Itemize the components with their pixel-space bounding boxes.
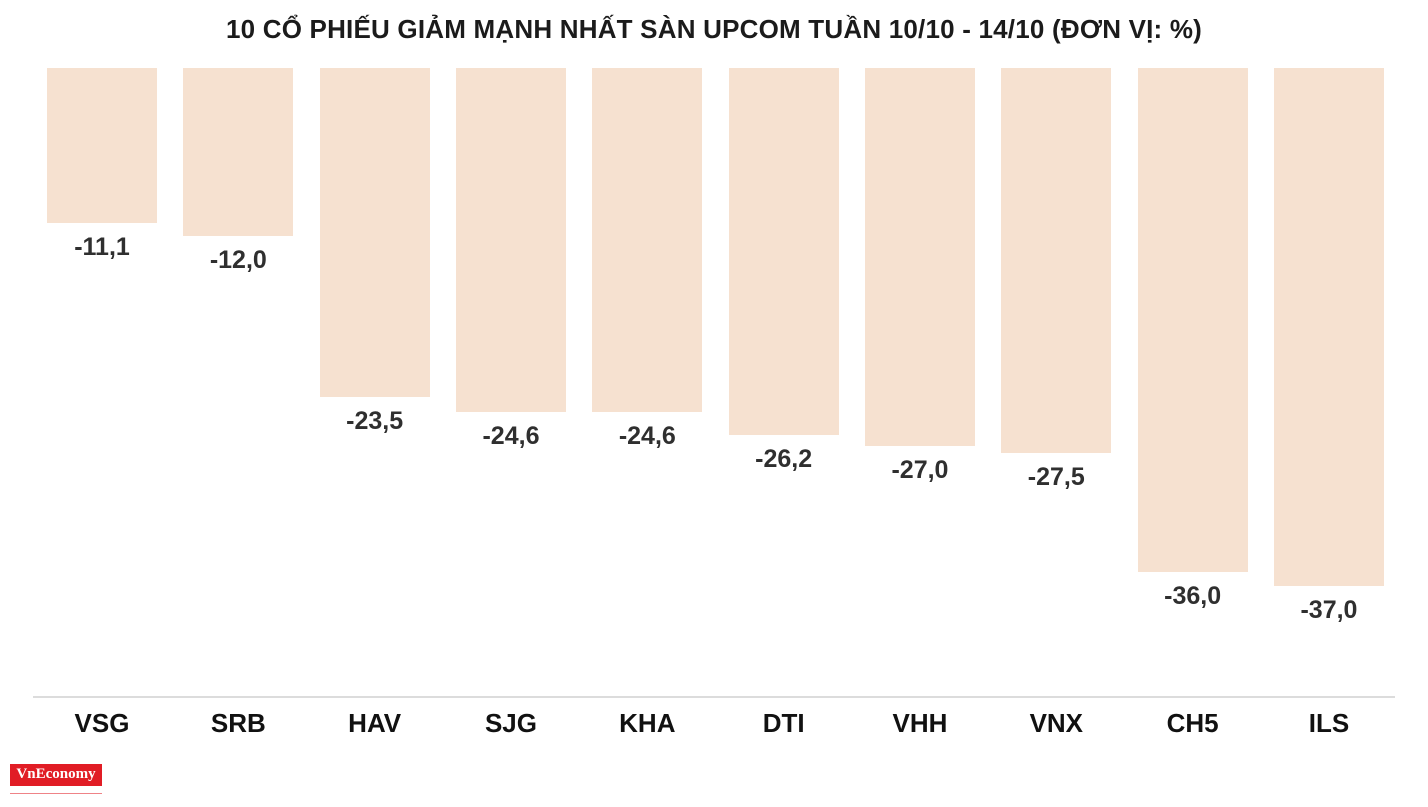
chart-title: 10 CỔ PHIẾU GIẢM MẠNH NHẤT SÀN UPCOM TUẦ… xyxy=(225,14,1203,44)
bar-vsg xyxy=(47,68,157,224)
x-axis-label-sjg: SJG xyxy=(484,708,537,738)
bar-value-label-srb: -12,0 xyxy=(209,246,267,274)
bar-value-label-ch5: -36,0 xyxy=(1164,582,1222,610)
bar-ils xyxy=(1273,68,1384,586)
bar-value-label-sjg: -24,6 xyxy=(482,422,540,451)
bar-srb xyxy=(183,68,294,236)
x-axis-label-ils: ILS xyxy=(1308,708,1350,738)
bar-value-label-ils: -37,0 xyxy=(1300,596,1358,624)
bar-value-label-vhh: -27,0 xyxy=(891,456,949,484)
bar-value-label-vsg: -11,1 xyxy=(74,233,130,262)
bar-value-label-vnx: -27,5 xyxy=(1027,463,1085,491)
x-axis-label-vsg: VSG xyxy=(74,708,130,738)
x-axis-label-srb: SRB xyxy=(210,708,266,738)
bar-kha xyxy=(592,68,703,413)
bar-vnx xyxy=(1001,68,1112,453)
bar-dti xyxy=(728,68,839,435)
bar-sjg xyxy=(455,68,566,413)
bar-value-label-hav: -23,5 xyxy=(346,407,404,435)
bar-vhh xyxy=(864,68,975,446)
vneconomy-logo-text: VnEconomy xyxy=(10,764,102,786)
bar-value-label-kha: -24,6 xyxy=(618,422,676,451)
vneconomy-logo: VnEconomy xyxy=(10,764,102,794)
x-axis-label-dti: DTI xyxy=(762,708,805,738)
x-axis-line xyxy=(33,696,1395,698)
x-axis-label-vhh: VHH xyxy=(892,708,948,738)
x-axis-label-ch5: CH5 xyxy=(1166,708,1219,738)
x-axis-label-hav: HAV xyxy=(348,708,402,738)
x-axis-label-vnx: VNX xyxy=(1029,708,1084,738)
x-axis-label-kha: KHA xyxy=(619,708,676,738)
bar-value-label-dti: -26,2 xyxy=(755,444,813,473)
vneconomy-logo-tagline xyxy=(10,788,102,794)
bar-ch5 xyxy=(1137,68,1248,572)
bar-hav xyxy=(319,68,430,397)
